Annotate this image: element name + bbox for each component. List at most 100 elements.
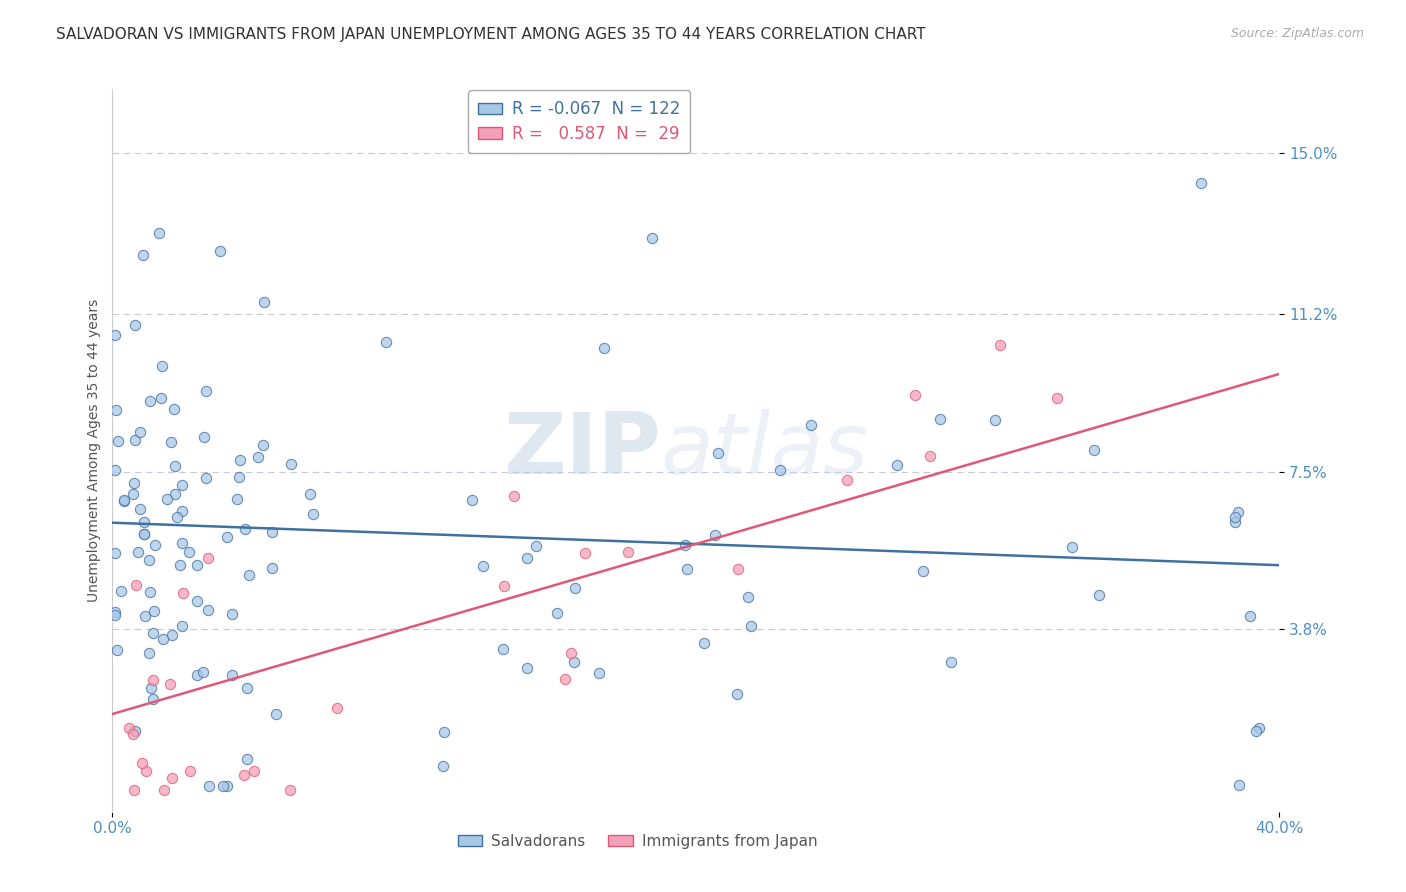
Point: [212, 779, 235, 793]
Point: [1062, 541, 1084, 555]
Point: [562, 655, 585, 669]
Point: [193, 665, 215, 679]
Point: [673, 538, 696, 552]
Point: [169, 558, 191, 572]
Point: [984, 413, 1007, 427]
Point: [515, 661, 537, 675]
Point: [1244, 723, 1267, 738]
Point: [326, 701, 349, 715]
Point: [159, 676, 181, 690]
Point: [1247, 721, 1270, 735]
Point: [125, 577, 148, 591]
Point: [280, 457, 302, 471]
Point: [148, 227, 170, 241]
Point: [574, 546, 596, 560]
Point: [104, 546, 127, 560]
Point: [122, 475, 145, 490]
Text: SALVADORAN VS IMMIGRANTS FROM JAPAN UNEMPLOYMENT AMONG AGES 35 TO 44 YEARS CORRE: SALVADORAN VS IMMIGRANTS FROM JAPAN UNEM…: [56, 27, 927, 42]
Point: [706, 446, 728, 460]
Point: [928, 411, 950, 425]
Point: [471, 559, 494, 574]
Point: [238, 568, 260, 582]
Point: [266, 706, 288, 721]
Point: [197, 603, 219, 617]
Point: [150, 359, 173, 374]
Point: [155, 491, 177, 506]
Point: [186, 668, 208, 682]
Point: [546, 607, 568, 621]
Point: [159, 435, 181, 450]
Point: [124, 433, 146, 447]
Point: [675, 562, 697, 576]
Point: [236, 681, 259, 695]
Point: [186, 558, 208, 572]
Point: [236, 752, 259, 766]
Point: [217, 779, 239, 793]
Legend: Salvadorans, Immigrants from Japan: Salvadorans, Immigrants from Japan: [451, 828, 824, 855]
Point: [142, 692, 165, 706]
Point: [1225, 510, 1247, 524]
Point: [170, 478, 193, 492]
Point: [278, 783, 301, 797]
Point: [104, 463, 127, 477]
Point: [704, 528, 727, 542]
Point: [198, 779, 221, 793]
Point: [252, 437, 274, 451]
Point: [1223, 515, 1246, 529]
Point: [641, 231, 664, 245]
Point: [460, 492, 482, 507]
Point: [740, 619, 762, 633]
Point: [179, 764, 201, 779]
Point: [299, 487, 322, 501]
Point: [170, 618, 193, 632]
Point: [104, 608, 127, 623]
Y-axis label: Unemployment Among Ages 35 to 44 years: Unemployment Among Ages 35 to 44 years: [87, 299, 101, 602]
Text: atlas: atlas: [661, 409, 869, 492]
Point: [592, 341, 614, 355]
Point: [110, 583, 132, 598]
Point: [243, 764, 266, 778]
Point: [139, 584, 162, 599]
Point: [516, 551, 538, 566]
Point: [588, 666, 610, 681]
Point: [132, 248, 155, 262]
Point: [124, 723, 146, 738]
Point: [693, 636, 716, 650]
Point: [1227, 778, 1250, 792]
Point: [142, 673, 165, 687]
Point: [233, 768, 256, 782]
Point: [494, 579, 516, 593]
Point: [1088, 588, 1111, 602]
Point: [121, 727, 143, 741]
Point: [127, 544, 149, 558]
Point: [165, 459, 187, 474]
Point: [252, 295, 274, 310]
Point: [132, 516, 155, 530]
Point: [186, 593, 208, 607]
Point: [564, 581, 586, 595]
Point: [194, 384, 217, 398]
Point: [1045, 392, 1067, 406]
Point: [138, 646, 160, 660]
Point: [554, 672, 576, 686]
Point: [138, 394, 160, 409]
Point: [229, 452, 252, 467]
Point: [1083, 443, 1105, 458]
Point: [149, 391, 172, 405]
Point: [105, 643, 128, 657]
Point: [920, 449, 942, 463]
Point: [886, 458, 908, 472]
Point: [131, 756, 153, 770]
Point: [837, 474, 859, 488]
Point: [988, 337, 1011, 351]
Point: [193, 429, 215, 443]
Point: [139, 681, 162, 696]
Point: [135, 764, 157, 779]
Point: [492, 641, 515, 656]
Point: [138, 553, 160, 567]
Point: [142, 625, 165, 640]
Point: [152, 632, 174, 646]
Point: [246, 450, 269, 464]
Point: [107, 434, 129, 448]
Point: [215, 530, 238, 544]
